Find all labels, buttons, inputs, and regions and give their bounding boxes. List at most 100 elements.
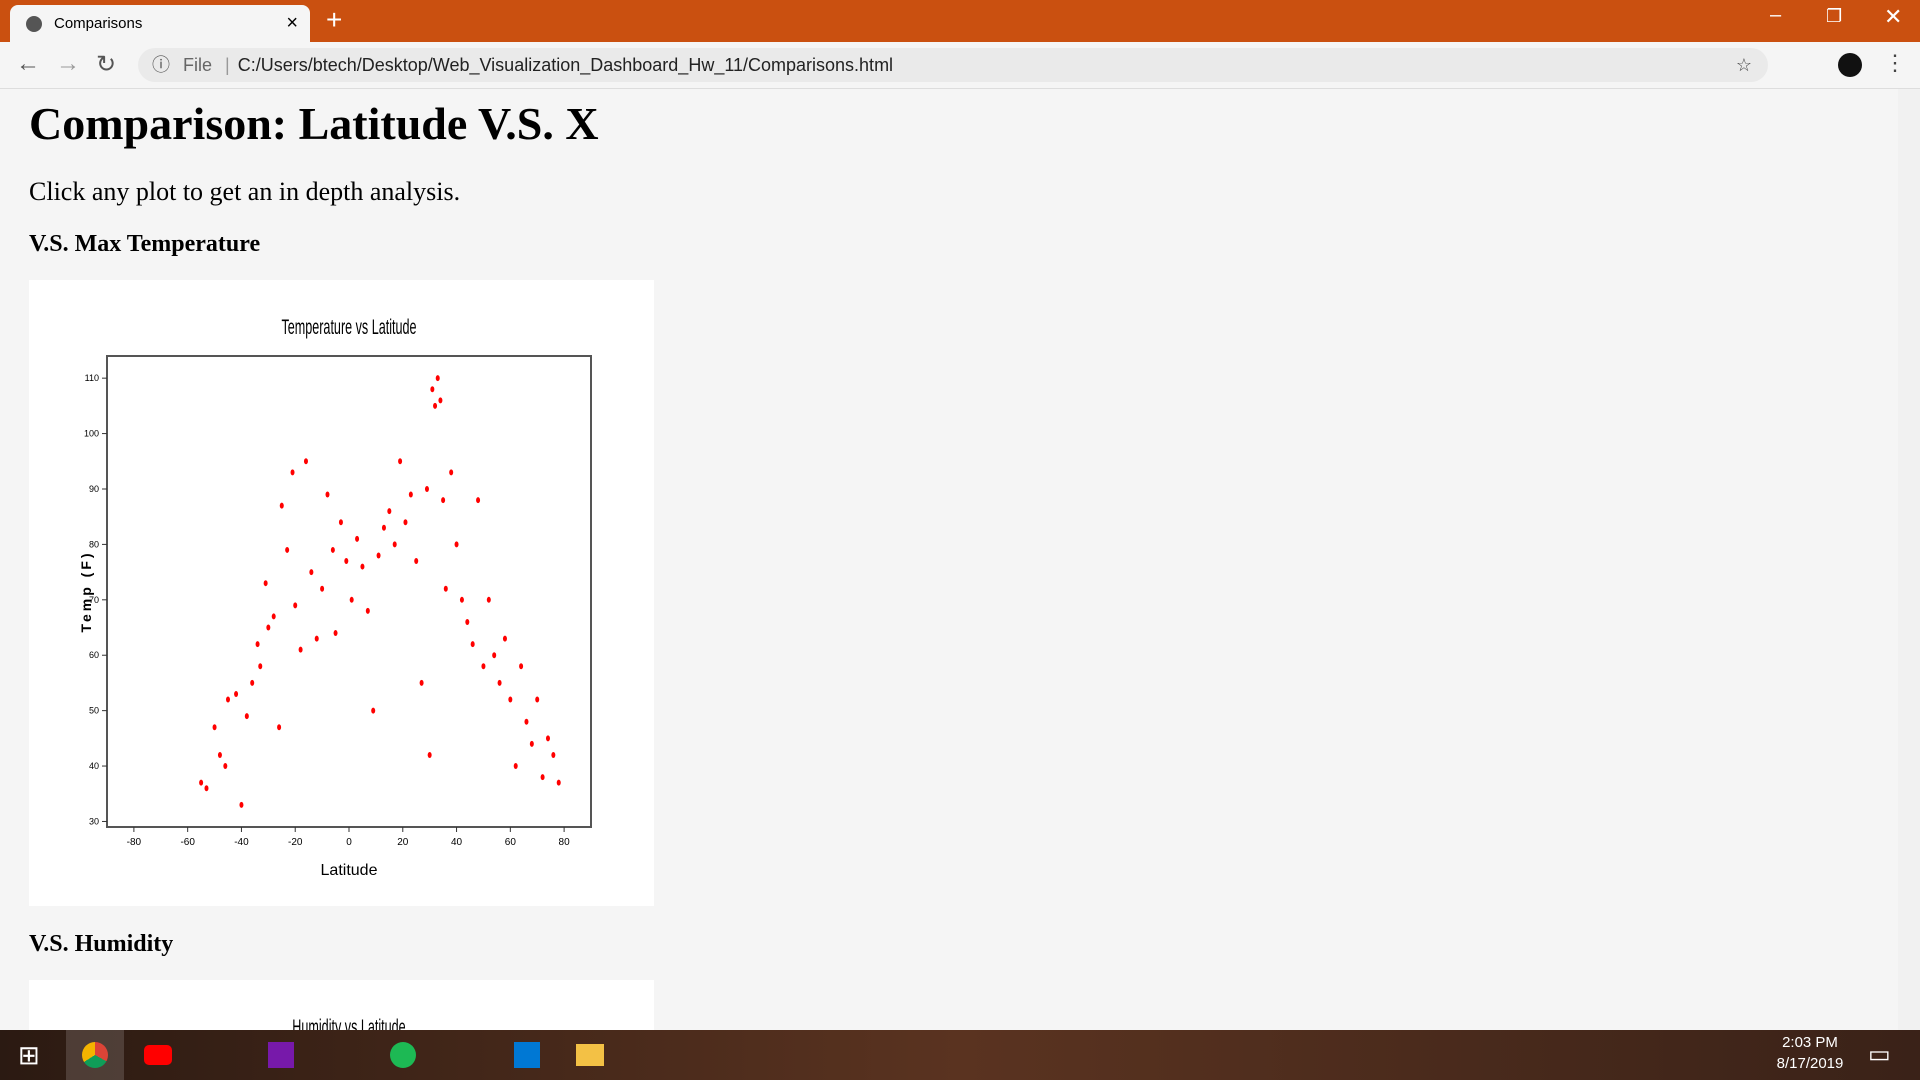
reload[interactable]: ↻ — [96, 51, 117, 78]
onenote-app[interactable] — [268, 1042, 294, 1068]
point — [355, 535, 360, 542]
chart-title: Humidity vs Latitude — [292, 1014, 406, 1030]
spotify-app[interactable] — [390, 1042, 416, 1068]
page-content: Comparison: Latitude V.S. X Click any pl… — [0, 89, 1898, 1030]
x-tick-label: 80 — [559, 837, 571, 848]
point — [204, 785, 209, 792]
point — [465, 618, 470, 625]
point — [427, 751, 432, 758]
plot[interactable]: Humidity vs Latitude — [29, 980, 654, 1030]
back[interactable]: ← — [16, 50, 40, 77]
scrollbar[interactable] — [1898, 89, 1920, 1030]
plot[interactable]: Temperature vs Latitude -80 -60 -40 -20 0 20 40… — [29, 280, 654, 906]
x-tick-label: 20 — [397, 837, 409, 848]
point — [271, 613, 276, 620]
point — [244, 713, 249, 720]
point — [408, 491, 413, 498]
point — [266, 624, 271, 631]
x-tick-label: -80 — [127, 837, 142, 848]
point — [376, 552, 381, 559]
restore[interactable]: ❐ — [1826, 6, 1843, 26]
omnibox[interactable]: ⓘ File | C:/Users/btech/Desktop/Web_Visua… — [138, 48, 1768, 82]
tab-title: Comparisons — [54, 15, 143, 32]
point — [545, 735, 550, 742]
y-tick-label: 60 — [89, 650, 99, 660]
point — [298, 646, 303, 653]
y-tick-label: 30 — [89, 816, 99, 826]
point — [371, 707, 376, 714]
chart-title: Temperature vs Latitude — [281, 314, 416, 338]
chrome-app[interactable] — [66, 1030, 124, 1080]
point — [314, 635, 319, 642]
point — [223, 763, 228, 770]
point — [476, 497, 481, 504]
point — [433, 402, 438, 409]
section-heading: V.S. Max Temperature — [29, 231, 261, 257]
start[interactable]: ⊞ — [18, 1040, 40, 1070]
point — [430, 386, 435, 393]
point — [529, 740, 534, 747]
point — [320, 585, 325, 592]
point — [239, 801, 244, 808]
close-window[interactable]: ✕ — [1884, 4, 1903, 29]
x-tick-label: -40 — [234, 837, 249, 848]
menu[interactable]: ⋮ — [1884, 50, 1906, 75]
point — [199, 779, 204, 786]
plot-card[interactable]: Temperature vs Latitude -80 -60 -40 -20 0 20 40… — [29, 280, 654, 906]
x-tick-label: -60 — [180, 837, 195, 848]
taskbar: ⊞ 2:03 PM 8/17/2019 ▭ — [0, 1030, 1920, 1080]
profile[interactable] — [1838, 53, 1862, 77]
point — [449, 469, 454, 476]
point — [277, 724, 282, 731]
x-tick-label: 40 — [451, 837, 463, 848]
point — [513, 763, 518, 770]
instruction: Click any plot to get an in depth analys… — [29, 177, 461, 206]
y-tick-label: 100 — [84, 429, 99, 439]
section-heading: V.S. Humidity — [29, 931, 174, 957]
y-tick-label: 50 — [89, 706, 99, 716]
point — [556, 779, 561, 786]
new-tab[interactable]: + — [326, 4, 343, 35]
close-tab[interactable]: × — [286, 12, 298, 34]
info-icon: ⓘ — [152, 55, 170, 75]
vscode-app[interactable] — [514, 1042, 540, 1068]
point — [255, 641, 260, 648]
point — [492, 652, 497, 659]
y-tick-label: 80 — [89, 539, 99, 549]
point — [360, 563, 365, 570]
youtube-app[interactable] — [144, 1045, 172, 1065]
point — [481, 663, 486, 670]
plot-frame — [106, 355, 592, 828]
point — [303, 458, 308, 465]
url: C:/Users/btech/Desktop/Web_Visualization… — [237, 55, 894, 75]
minimize[interactable]: – — [1770, 4, 1782, 26]
point — [459, 596, 464, 603]
clock[interactable]: 2:03 PM 8/17/2019 — [1765, 1034, 1855, 1072]
point — [519, 663, 524, 670]
point — [398, 458, 403, 465]
forward[interactable]: → — [56, 50, 80, 77]
notifications[interactable]: ▭ — [1868, 1041, 1891, 1068]
point — [279, 502, 284, 509]
bookmark[interactable]: ☆ — [1735, 55, 1752, 75]
y-tick-label: 70 — [89, 595, 99, 605]
point — [454, 541, 459, 548]
point — [387, 508, 392, 515]
point — [333, 630, 338, 637]
date: 8/17/2019 — [1776, 1055, 1844, 1072]
point — [309, 569, 314, 576]
plot-card[interactable]: Humidity vs Latitude — [29, 980, 654, 1030]
y-tick-label: 90 — [89, 484, 99, 494]
point — [435, 375, 440, 382]
point — [290, 469, 295, 476]
explorer-app[interactable] — [576, 1044, 604, 1066]
point — [349, 596, 354, 603]
point — [443, 585, 448, 592]
point — [535, 696, 540, 703]
point — [392, 541, 397, 548]
point — [502, 635, 507, 642]
point — [551, 751, 556, 758]
x-tick-label: 60 — [505, 837, 517, 848]
tab[interactable]: Comparisons × — [10, 5, 310, 42]
